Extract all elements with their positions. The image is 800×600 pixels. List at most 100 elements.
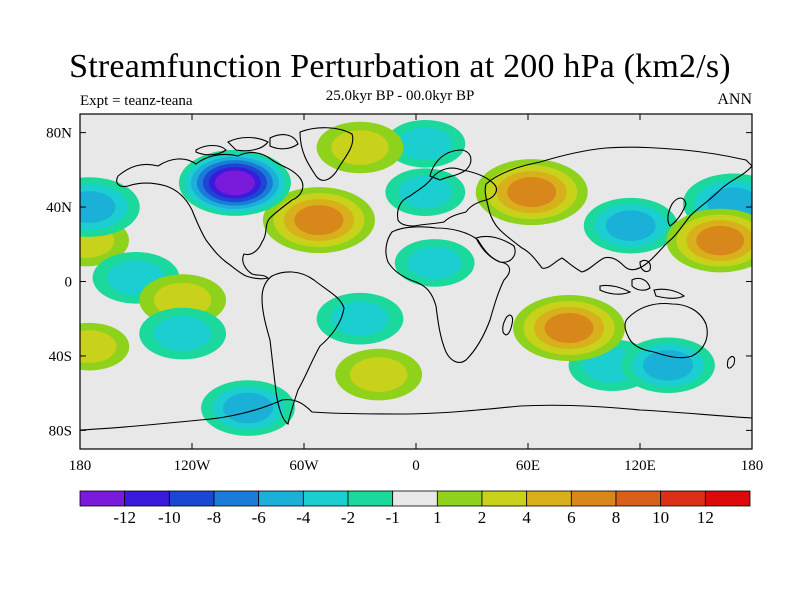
colorbar-swatch — [302, 490, 349, 507]
coastline-europe — [396, 167, 497, 227]
coastline-madagascar — [502, 314, 514, 336]
x-tick-label: 180 — [69, 458, 92, 474]
contour-level — [544, 313, 594, 344]
coastline-arabia — [475, 235, 516, 263]
colorbar-label: -10 — [158, 508, 181, 527]
colorbar-label: 6 — [567, 508, 576, 527]
anomaly-europe-low — [385, 168, 466, 216]
x-tick-label: 60E — [516, 458, 540, 474]
colorbar-label: 4 — [522, 508, 531, 527]
anomaly-arctic-low — [385, 119, 466, 168]
contour-level — [331, 130, 389, 165]
x-tick-label: 120W — [174, 458, 212, 474]
colorbar-label: -4 — [296, 508, 311, 527]
anomaly-pacific-low-west — [80, 177, 140, 237]
anomaly-arctic-high — [316, 121, 404, 174]
colorbar-label: 1 — [433, 508, 442, 527]
contour-level — [643, 349, 693, 381]
colorbar-swatch — [660, 490, 706, 507]
colorbar-swatch — [347, 490, 394, 507]
y-tick-label: 0 — [65, 275, 73, 291]
anomaly-west-pacific-high — [666, 208, 752, 273]
anomaly-eurasia-high — [475, 159, 588, 226]
colorbar-swatch — [258, 490, 304, 507]
colorbar-swatch — [526, 490, 572, 507]
coastline-north-america — [116, 151, 304, 280]
colorbar-label: -6 — [252, 508, 266, 527]
y-tick-label: 40S — [49, 349, 72, 365]
colorbar-label: 12 — [697, 508, 714, 527]
colorbar-swatch — [436, 490, 483, 507]
colorbar-swatch — [79, 490, 126, 507]
coastline-maritime-continent — [599, 259, 686, 299]
y-tick-label: 40N — [46, 200, 72, 216]
contour-level — [214, 170, 255, 196]
y-tick-label: 80N — [46, 126, 72, 142]
coastline-arctic-islands — [195, 134, 299, 156]
season-label: ANN — [717, 91, 752, 108]
contour-level — [294, 205, 344, 236]
contour-level — [80, 191, 116, 223]
contour-level — [80, 330, 117, 364]
colorbar-label: -8 — [207, 508, 221, 527]
contour-field — [80, 119, 752, 436]
colorbar-swatch — [168, 490, 215, 507]
colorbar-swatch — [213, 490, 260, 507]
coastline-africa — [385, 226, 511, 363]
x-tick-label: 60W — [289, 458, 319, 474]
x-tick-label: 0 — [412, 458, 420, 474]
colorbar-swatch — [704, 490, 751, 507]
colorbar-swatch — [570, 490, 617, 507]
anomaly-east-asia-low — [583, 197, 678, 254]
coastline-new-zealand — [726, 355, 736, 369]
map-axes: 180 120W 60W 0 60E 120E 180 80N 40N 0 40S 80S — [46, 114, 763, 474]
colorbar-label: -2 — [341, 508, 355, 527]
contour-level — [331, 301, 389, 337]
anomaly-north-atlantic-high — [262, 187, 375, 254]
figure-title: Streamfunction Perturbation at 200 hPa (… — [69, 48, 731, 85]
x-tick-label: 180 — [741, 458, 764, 474]
contour-level — [153, 282, 212, 318]
coastline-greenland — [299, 127, 354, 181]
coastlines — [80, 127, 752, 431]
contour-level — [153, 316, 212, 352]
experiment-label: Expt = teanz-teana — [80, 93, 193, 109]
colorbar-label: -1 — [386, 508, 400, 527]
colorbar-swatch — [481, 490, 528, 507]
coastline-australia — [624, 302, 708, 359]
contour-level — [696, 225, 745, 256]
colorbar-label: -12 — [113, 508, 136, 527]
contour-level — [407, 246, 462, 280]
anomaly-south-atlantic-high — [335, 348, 423, 401]
anomaly-north-america-low — [178, 149, 291, 216]
colorbar-label: 10 — [652, 508, 669, 527]
coastline-asia — [484, 146, 752, 273]
anomaly-south-pacific-low — [139, 307, 227, 360]
anomaly-indian-ocean-high — [513, 295, 626, 362]
anomaly-australia-low — [621, 337, 715, 394]
contour-level — [398, 127, 453, 161]
anomaly-south-america-low — [316, 292, 404, 345]
colorbar-label: 8 — [612, 508, 621, 527]
contour-level — [349, 357, 408, 392]
anomaly-southern-ocean-low — [201, 380, 295, 436]
anomaly-south-pacific-high — [80, 322, 130, 371]
contour-level — [223, 392, 273, 424]
colorbar-swatch — [615, 490, 662, 507]
anomaly-tropical-atlantic-low — [394, 239, 475, 287]
contour-level — [507, 177, 557, 208]
y-tick-label: 80S — [49, 423, 72, 439]
colorbar-swatch — [124, 490, 170, 507]
colorbar: -12 -10 -8 -6 -4 -2 -1 1 2 4 6 8 10 12 — [79, 490, 751, 527]
colorbar-label: 2 — [478, 508, 487, 527]
contour-level — [398, 175, 453, 209]
coastline-south-america — [261, 271, 345, 425]
coastline-scandinavia — [429, 149, 472, 181]
coastline-japan — [667, 197, 687, 227]
coastline-antarctica — [80, 399, 752, 431]
contour-level — [605, 210, 656, 241]
x-tick-label: 120E — [624, 458, 656, 474]
colorbar-swatch — [392, 490, 438, 507]
figure-subtitle: 25.0kyr BP - 00.0kyr BP — [325, 88, 475, 104]
